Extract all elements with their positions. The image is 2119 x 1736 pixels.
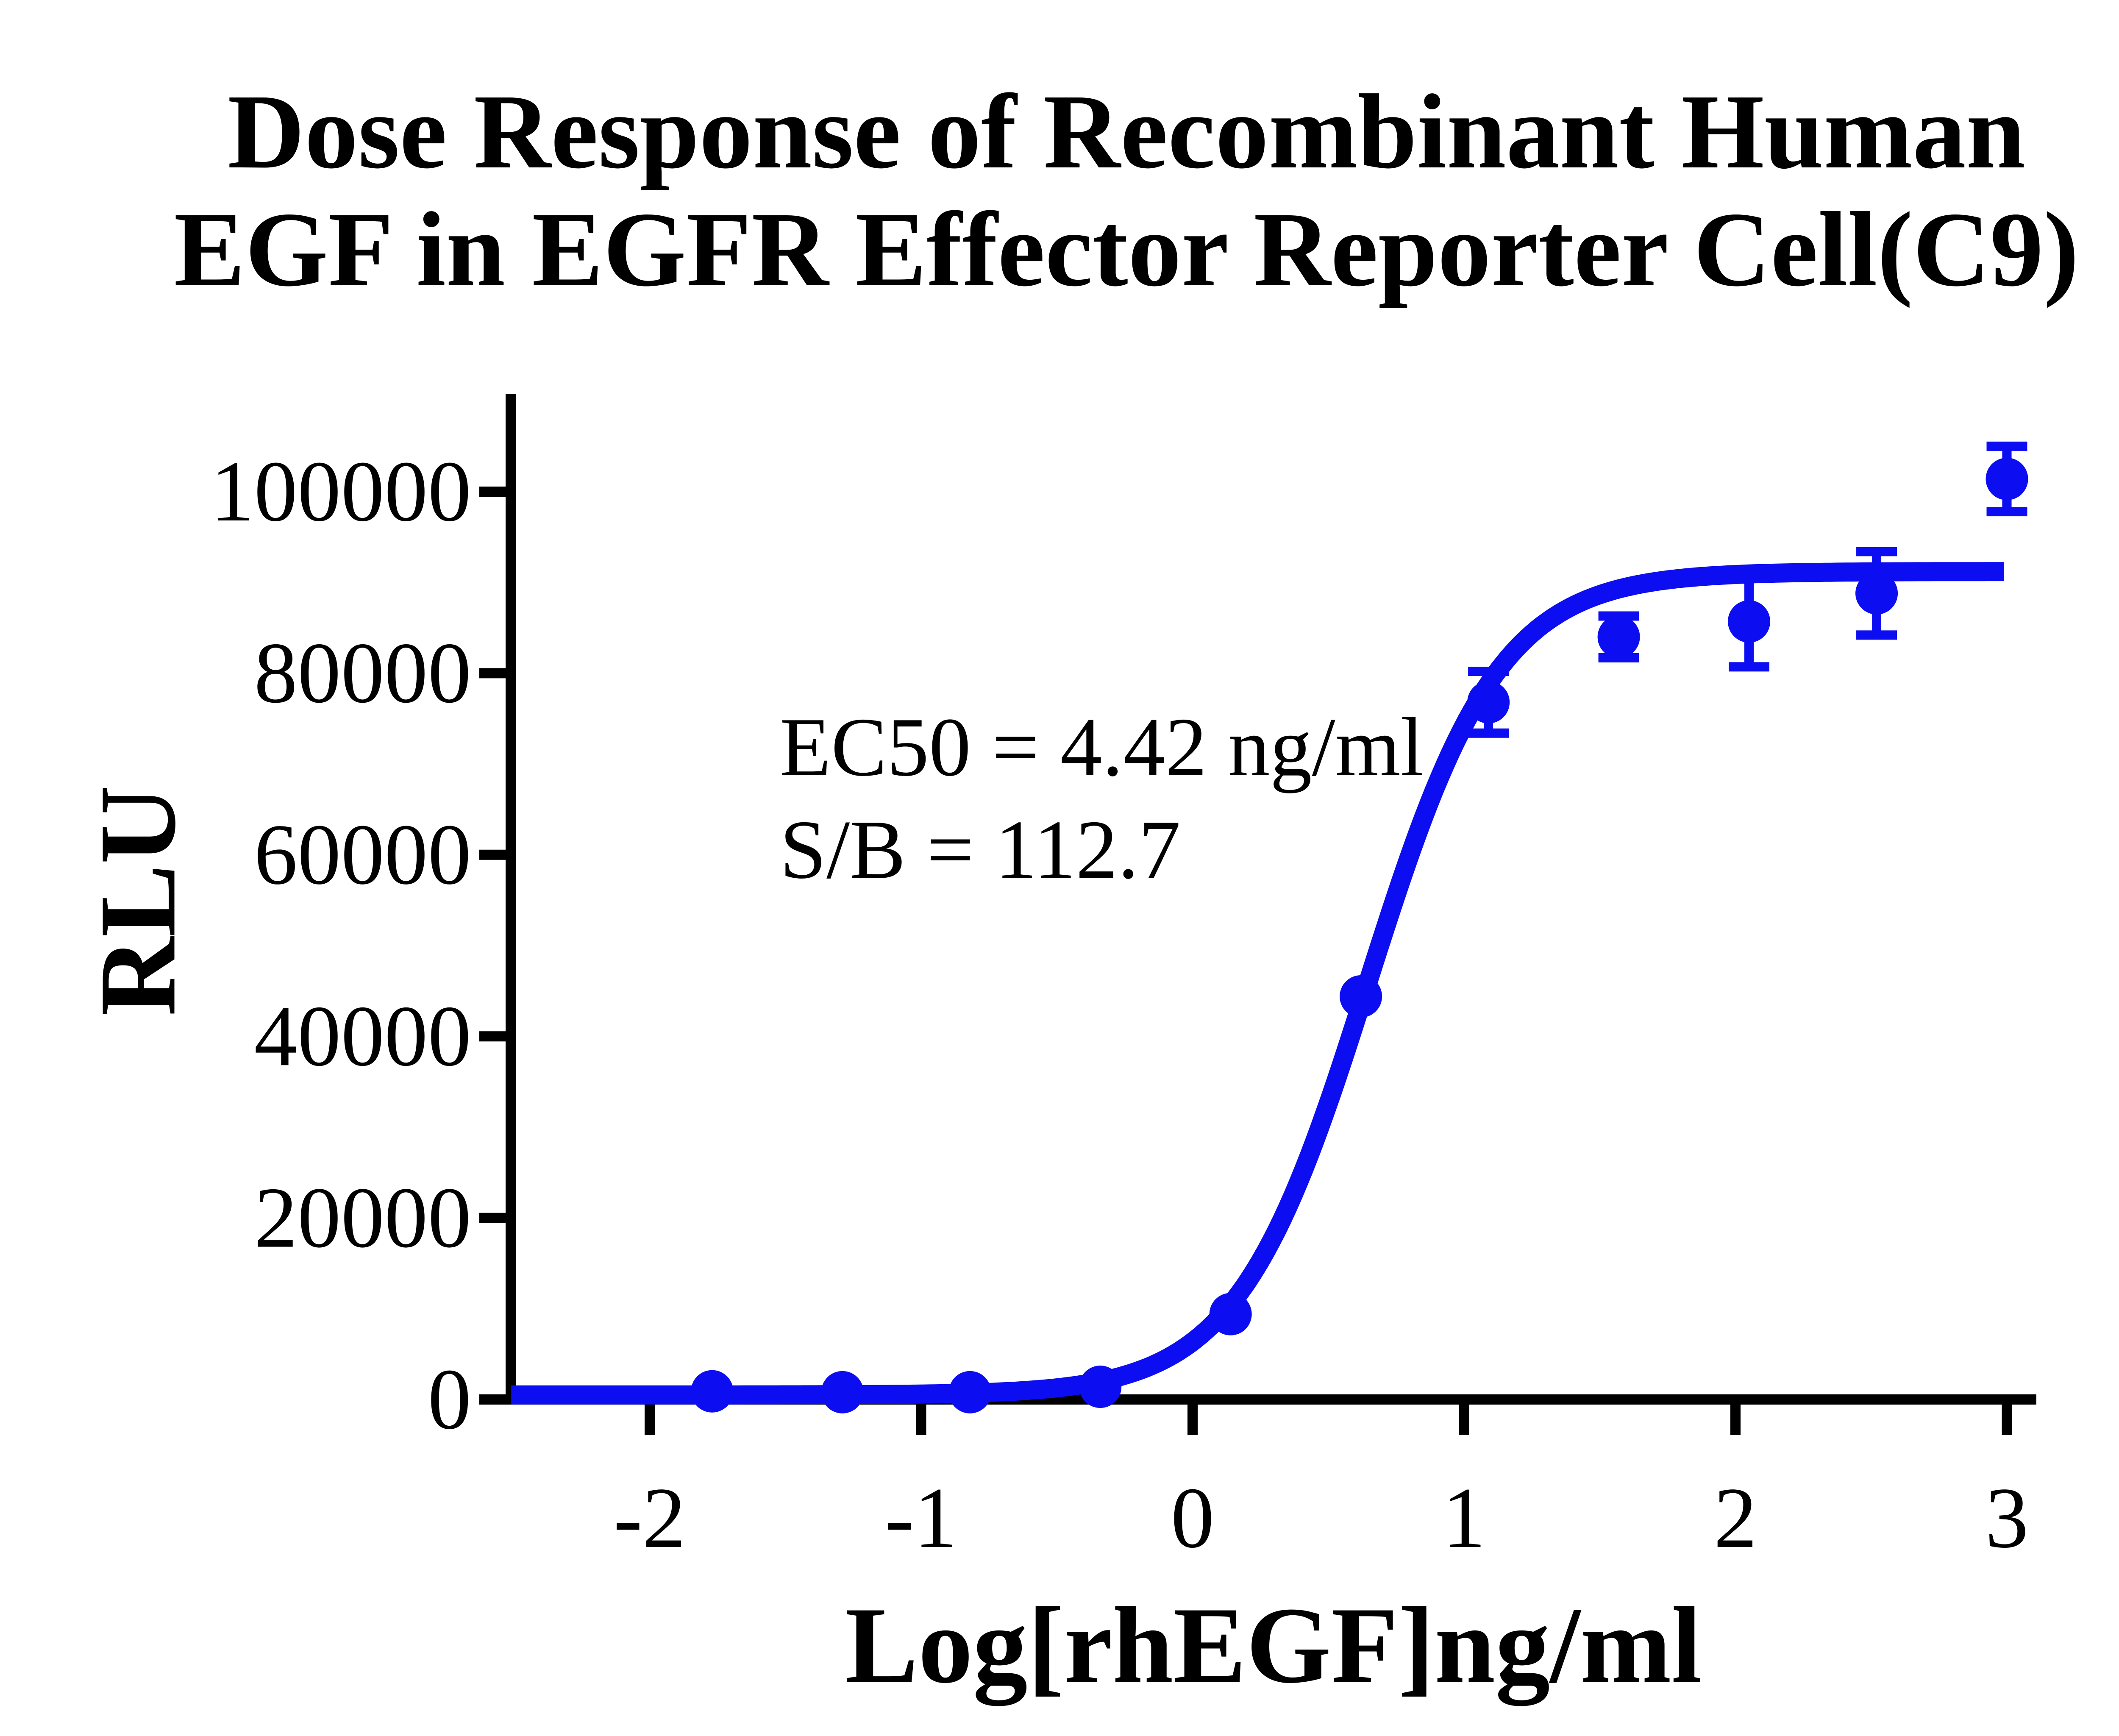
data-point (1467, 681, 1510, 723)
x-tick-label: 1 (1442, 1470, 1486, 1566)
data-point (1855, 572, 1898, 615)
x-tick-label: 3 (1985, 1470, 2029, 1566)
data-point (1986, 458, 2028, 501)
x-tick-label: -2 (614, 1470, 686, 1566)
ec50-annotation: EC50 = 4.42 ng/ml (780, 701, 1424, 793)
fit-curve (511, 562, 2005, 1405)
data-point (821, 1371, 864, 1413)
x-tick-label: 2 (1714, 1470, 1757, 1566)
x-tick-label: 0 (1171, 1470, 1215, 1566)
y-tick-label: 100000 (211, 443, 471, 540)
y-tick-label: 0 (428, 1351, 472, 1447)
data-point (948, 1371, 991, 1413)
data-point (1340, 975, 1382, 1018)
y-tick-label: 20000 (254, 1170, 472, 1266)
data-point (691, 1370, 734, 1413)
data-point (1597, 615, 1640, 658)
chart-title-line1: Dose Response of Recombinant Human (227, 72, 2026, 191)
y-axis-title: RLU (77, 785, 198, 1016)
data-point (1209, 1293, 1252, 1335)
data-point (1079, 1366, 1122, 1408)
chart-title-line2: EGF in EGFR Effector Reporter Cell(C9) (174, 190, 2079, 309)
y-tick-label: 40000 (254, 988, 472, 1084)
x-axis-title: Log[rhEGF]ng/ml (845, 1584, 1702, 1706)
signal-background-annotation: S/B = 112.7 (780, 803, 1181, 896)
fit-annotation: EC50 = 4.42 ng/ml S/B = 112.7 (780, 696, 1424, 901)
data-point (1728, 600, 1771, 643)
x-tick-label: -1 (885, 1470, 957, 1566)
y-tick-label: 60000 (254, 807, 472, 903)
chart-title: Dose Response of Recombinant Human EGF i… (0, 72, 2119, 308)
y-tick-label: 80000 (254, 625, 472, 721)
